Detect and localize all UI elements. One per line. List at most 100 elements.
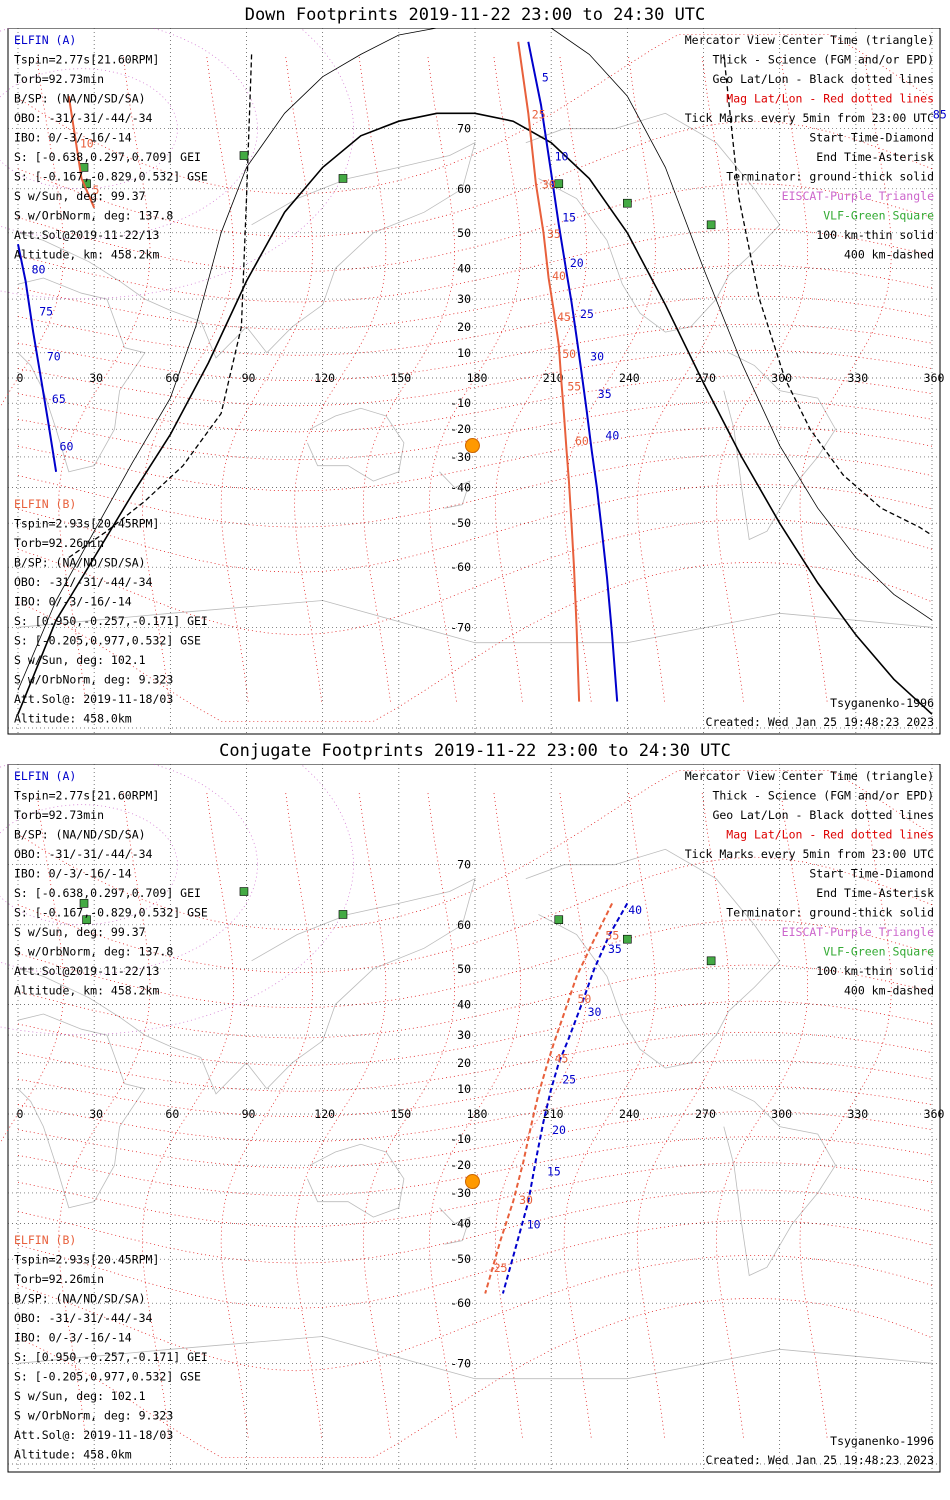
series-tick-1-1: 75 — [39, 304, 53, 318]
mag-meridian-240 — [563, 790, 656, 1438]
coastline-6 — [17, 600, 933, 644]
coastline-1 — [525, 112, 781, 333]
mag-meridian-300 — [716, 790, 809, 1438]
terminator-400km — [68, 54, 253, 559]
coastline-4 — [17, 1013, 146, 1209]
coastline-0 — [17, 141, 476, 359]
y-tick--10: -10 — [450, 396, 471, 410]
x-tick-90: 90 — [242, 1107, 256, 1121]
y-tick-30: 30 — [457, 1028, 471, 1042]
series-tick-1-4: 25 — [494, 1261, 508, 1275]
vlf-site-4 — [554, 179, 564, 189]
coastline-2 — [723, 1088, 836, 1277]
vlf-site-3 — [338, 910, 348, 919]
mag-meridian-60 — [141, 54, 234, 702]
coastline-1 — [525, 848, 781, 1069]
elfin-a-line-7: S w/Sun, deg: 99.37 — [14, 189, 146, 203]
elfin-b-line-4: IBO: 0/-3/-16/-14 — [14, 595, 132, 609]
elfin-a-line-5: S: [-0.638,0.297,0.709] GEI — [14, 886, 201, 900]
series-tick-1-0: 55 — [605, 929, 619, 943]
series-tick-2-0: 25 — [532, 107, 546, 121]
x-tick-240: 240 — [619, 1107, 640, 1121]
x-tick-0: 0 — [17, 371, 24, 385]
y-tick--50: -50 — [450, 516, 471, 530]
elfin-a-line-6: S: [-0.167,-0.829,0.532] GSE — [14, 906, 208, 920]
elfin-b-line-6: S: [-0.205,0.977,0.532] GSE — [14, 1370, 201, 1384]
series-tick-0-1: 10 — [555, 150, 569, 164]
series-tick-2-4: 45 — [557, 310, 571, 324]
coastline-2 — [723, 352, 836, 541]
legend-item-3: Mag Lat/Lon - Red dotted lines — [726, 828, 934, 842]
y-tick-50: 50 — [457, 226, 471, 240]
mag-parallel-4 — [17, 964, 933, 1039]
legend-item-9: VLF-Green Square — [823, 209, 934, 223]
elfin-b-line-10: Altitude: 458.0km — [14, 1448, 132, 1462]
series-tick-0-5: 30 — [590, 349, 604, 363]
mag-grid — [0, 34, 933, 722]
series-line-3 — [67, 95, 96, 209]
elfin-a-line-4: IBO: 0/-3/-16/-14 — [14, 131, 132, 145]
legend-item-0: Mercator View Center Time (triangle) — [685, 33, 934, 47]
elfin-a-line-2: B/SP: (NA/ND/SD/SA) — [14, 92, 146, 106]
x-tick-300: 300 — [771, 1107, 792, 1121]
elfin-a-line-1: Torb=92.73min — [14, 808, 104, 822]
x-tick-150: 150 — [390, 1107, 411, 1121]
mag-meridian-150 — [362, 54, 456, 702]
series-tick-0-3: 20 — [570, 256, 584, 270]
coastline-3 — [307, 407, 405, 482]
vlf-site-0 — [79, 899, 89, 908]
terminator-100km-east — [550, 28, 933, 621]
y-tick-40: 40 — [457, 261, 471, 275]
elfin-b-line-5: S: [0.950,-0.257,-0.171] GEI — [14, 614, 208, 628]
legend-item-7: Terminator: ground-thick solid — [726, 170, 934, 184]
vlf-site-2 — [239, 887, 249, 896]
terminator-100km — [17, 28, 437, 691]
mag-meridian-180 — [428, 790, 522, 1438]
x-tick-210: 210 — [543, 1107, 564, 1121]
elfin-a-line-2: B/SP: (NA/ND/SD/SA) — [14, 828, 146, 842]
series-tick-2-7: 60 — [575, 434, 589, 448]
coastline-5 — [439, 1207, 471, 1245]
series-line-1 — [484, 902, 613, 1294]
series-tick-1-3: 65 — [52, 392, 66, 406]
coastlines — [17, 848, 933, 1380]
vlf-site-5 — [623, 198, 632, 208]
legend-item-1: Thick - Science (FGM and/or EPD) — [712, 53, 934, 67]
elfin-a-line-4: IBO: 0/-3/-16/-14 — [14, 867, 132, 881]
mag-parallel--5 — [17, 484, 933, 573]
y-tick-20: 20 — [457, 1056, 471, 1070]
legend-item-2: Geo Lat/Lon - Black dotted lines — [712, 808, 934, 822]
y-tick--70: -70 — [450, 620, 471, 634]
vlf-site-3 — [338, 174, 348, 183]
x-tick-330: 330 — [847, 1107, 868, 1121]
x-tick-60: 60 — [165, 1107, 179, 1121]
terminator-ground — [17, 112, 933, 715]
coastline-3 — [307, 1143, 405, 1218]
series-tick-2-2: 35 — [547, 227, 561, 241]
series-line-0 — [527, 41, 619, 702]
x-tick-300: 300 — [771, 371, 792, 385]
mag-parallel-4 — [17, 228, 933, 303]
series-line-0 — [501, 902, 629, 1294]
mag-meridian-330 — [799, 790, 892, 1438]
mag-parallel-1 — [17, 323, 933, 381]
elfin-b-line-8: S w/OrbNorm, deg: 9.323 — [14, 1409, 173, 1423]
x-tick-360: 360 — [924, 371, 945, 385]
elfin-a-line-10: Altitude, km: 458.2km — [14, 248, 159, 262]
elfin-b-line-7: S w/Sun, deg: 102.1 — [14, 1389, 146, 1403]
series-tick-1-4: 60 — [60, 440, 74, 454]
elfin-b-line-1: Torb=92.26min — [14, 1272, 104, 1286]
coastline-4 — [17, 277, 146, 473]
x-tick-270: 270 — [695, 371, 716, 385]
vlf-site-6 — [706, 956, 716, 966]
legend-item-8: EISCAT-Purple Triangle — [782, 925, 934, 939]
elfin-a-line-3: OBO: -31/-31/-44/-34 — [14, 847, 153, 861]
elfin-a-line-9: Att.Sol@2019-11-22/13 — [14, 964, 159, 978]
coastlines — [17, 112, 933, 644]
elfin-b-line-10: Altitude: 458.0km — [14, 712, 132, 726]
elfin-b-line-1: Torb=92.26min — [14, 536, 104, 550]
series-tick-0-2: 15 — [562, 210, 576, 224]
y-tick-70: 70 — [457, 122, 471, 136]
vlf-site-2 — [239, 151, 249, 160]
elfin-b-line-6: S: [-0.205,0.977,0.532] GSE — [14, 634, 201, 648]
